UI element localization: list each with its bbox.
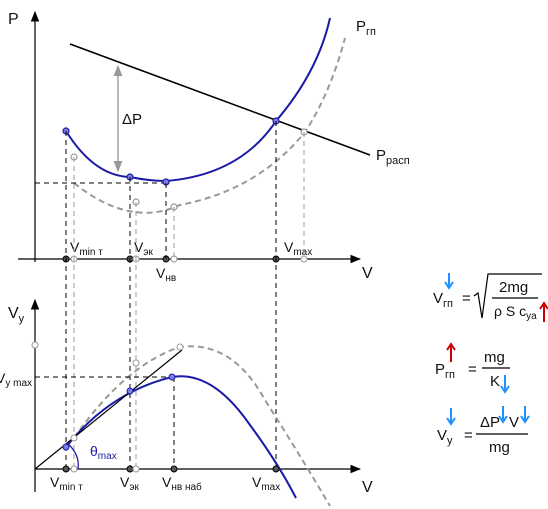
f2-lhs-arrow-up	[446, 342, 456, 362]
climb-point-vmin-gray	[70, 434, 78, 442]
bottom-tick-vek: Vэк	[120, 474, 139, 493]
climb-axis-top-gray	[31, 341, 39, 349]
f3-lhs: Vy	[437, 427, 453, 447]
formulas: Vгп = 2mg ρ S cya Pгп = mg K	[433, 273, 548, 456]
bottom-y-axis-label: Vy	[8, 305, 25, 325]
tangent-line	[34, 349, 183, 470]
top-graph: P V Pрасп Pгп ΔP	[8, 10, 410, 284]
climb-rate-curve	[65, 375, 297, 499]
f1-denominator: ρ S cya	[494, 303, 537, 322]
bottom-tick-vmin: Vmin т	[50, 474, 83, 493]
available-thrust-line	[69, 43, 371, 156]
bottom-axis-vmax-dot	[272, 465, 280, 473]
top-tick-vnv: Vнв	[156, 265, 176, 284]
bottom-tick-vnv: Vнв наб	[162, 474, 202, 493]
required-thrust-curve	[65, 17, 331, 183]
f3-v-arrow-down	[520, 406, 530, 424]
top-tick-vek: Vэк	[134, 239, 153, 258]
bottom-graph: Vy V θmax Vy max	[0, 298, 373, 507]
f3-denominator: mg	[489, 439, 510, 456]
f3-lhs-arrow-down	[446, 408, 456, 426]
top-tick-vmin: Vmin т	[70, 239, 103, 258]
f1-cya-arrow-up	[539, 301, 548, 322]
bottom-axis-vmin-dot-gray	[70, 465, 78, 473]
formula-vy: Vy = ΔP V mg	[437, 406, 530, 456]
climb-point-vek-gray	[132, 359, 140, 367]
f3-equals: =	[464, 427, 473, 444]
bottom-axis-vmin-dot	[62, 465, 70, 473]
f3-numerator-a: ΔP	[480, 414, 500, 431]
top-x-axis-label: V	[362, 265, 373, 282]
f1-equals: =	[462, 290, 471, 307]
f2-equals: =	[468, 361, 477, 378]
f3-numerator-b: V	[509, 414, 519, 431]
vertical-guides	[65, 121, 305, 469]
required-thrust-curve-dashed	[73, 37, 346, 214]
f1-sqrt	[473, 273, 542, 319]
f2-numerator: mg	[484, 349, 505, 366]
climb-point-vek	[126, 387, 134, 395]
f3-dp-arrow-down	[498, 406, 508, 424]
available-thrust-label: Pрасп	[376, 147, 410, 167]
climb-point-vmax-y	[168, 373, 176, 381]
climb-rate-curve-dashed	[73, 345, 331, 507]
climb-point-vmin	[62, 443, 70, 451]
formula-p-gp: Pгп = mg K	[435, 342, 510, 394]
required-thrust-label: Pгп	[356, 18, 376, 38]
bottom-axis-vnv-dot	[170, 465, 178, 473]
f2-k-arrow-down	[500, 375, 510, 394]
formula-v-gp: Vгп = 2mg ρ S cya	[433, 273, 548, 322]
top-y-axis-label: P	[8, 11, 19, 28]
f2-lhs: Pгп	[435, 361, 455, 381]
bottom-axis-vek-dot	[126, 465, 134, 473]
f1-lhs-arrow-down	[444, 273, 454, 290]
bottom-tick-vmax: Vmax	[252, 474, 280, 493]
bottom-x-axis-label: V	[362, 479, 373, 496]
top-tick-vmax: Vmax	[284, 239, 312, 258]
theta-arc	[66, 442, 79, 470]
bottom-axis-vek-dot-gray	[132, 465, 140, 473]
theta-label: θmax	[90, 443, 117, 462]
f1-lhs: Vгп	[433, 290, 453, 310]
f1-numerator: 2mg	[499, 279, 528, 296]
delta-p-label: ΔP	[122, 111, 142, 128]
f2-denominator: K	[490, 373, 500, 390]
climb-point-top-gray	[176, 343, 184, 351]
vy-max-label: Vy max	[0, 370, 32, 389]
